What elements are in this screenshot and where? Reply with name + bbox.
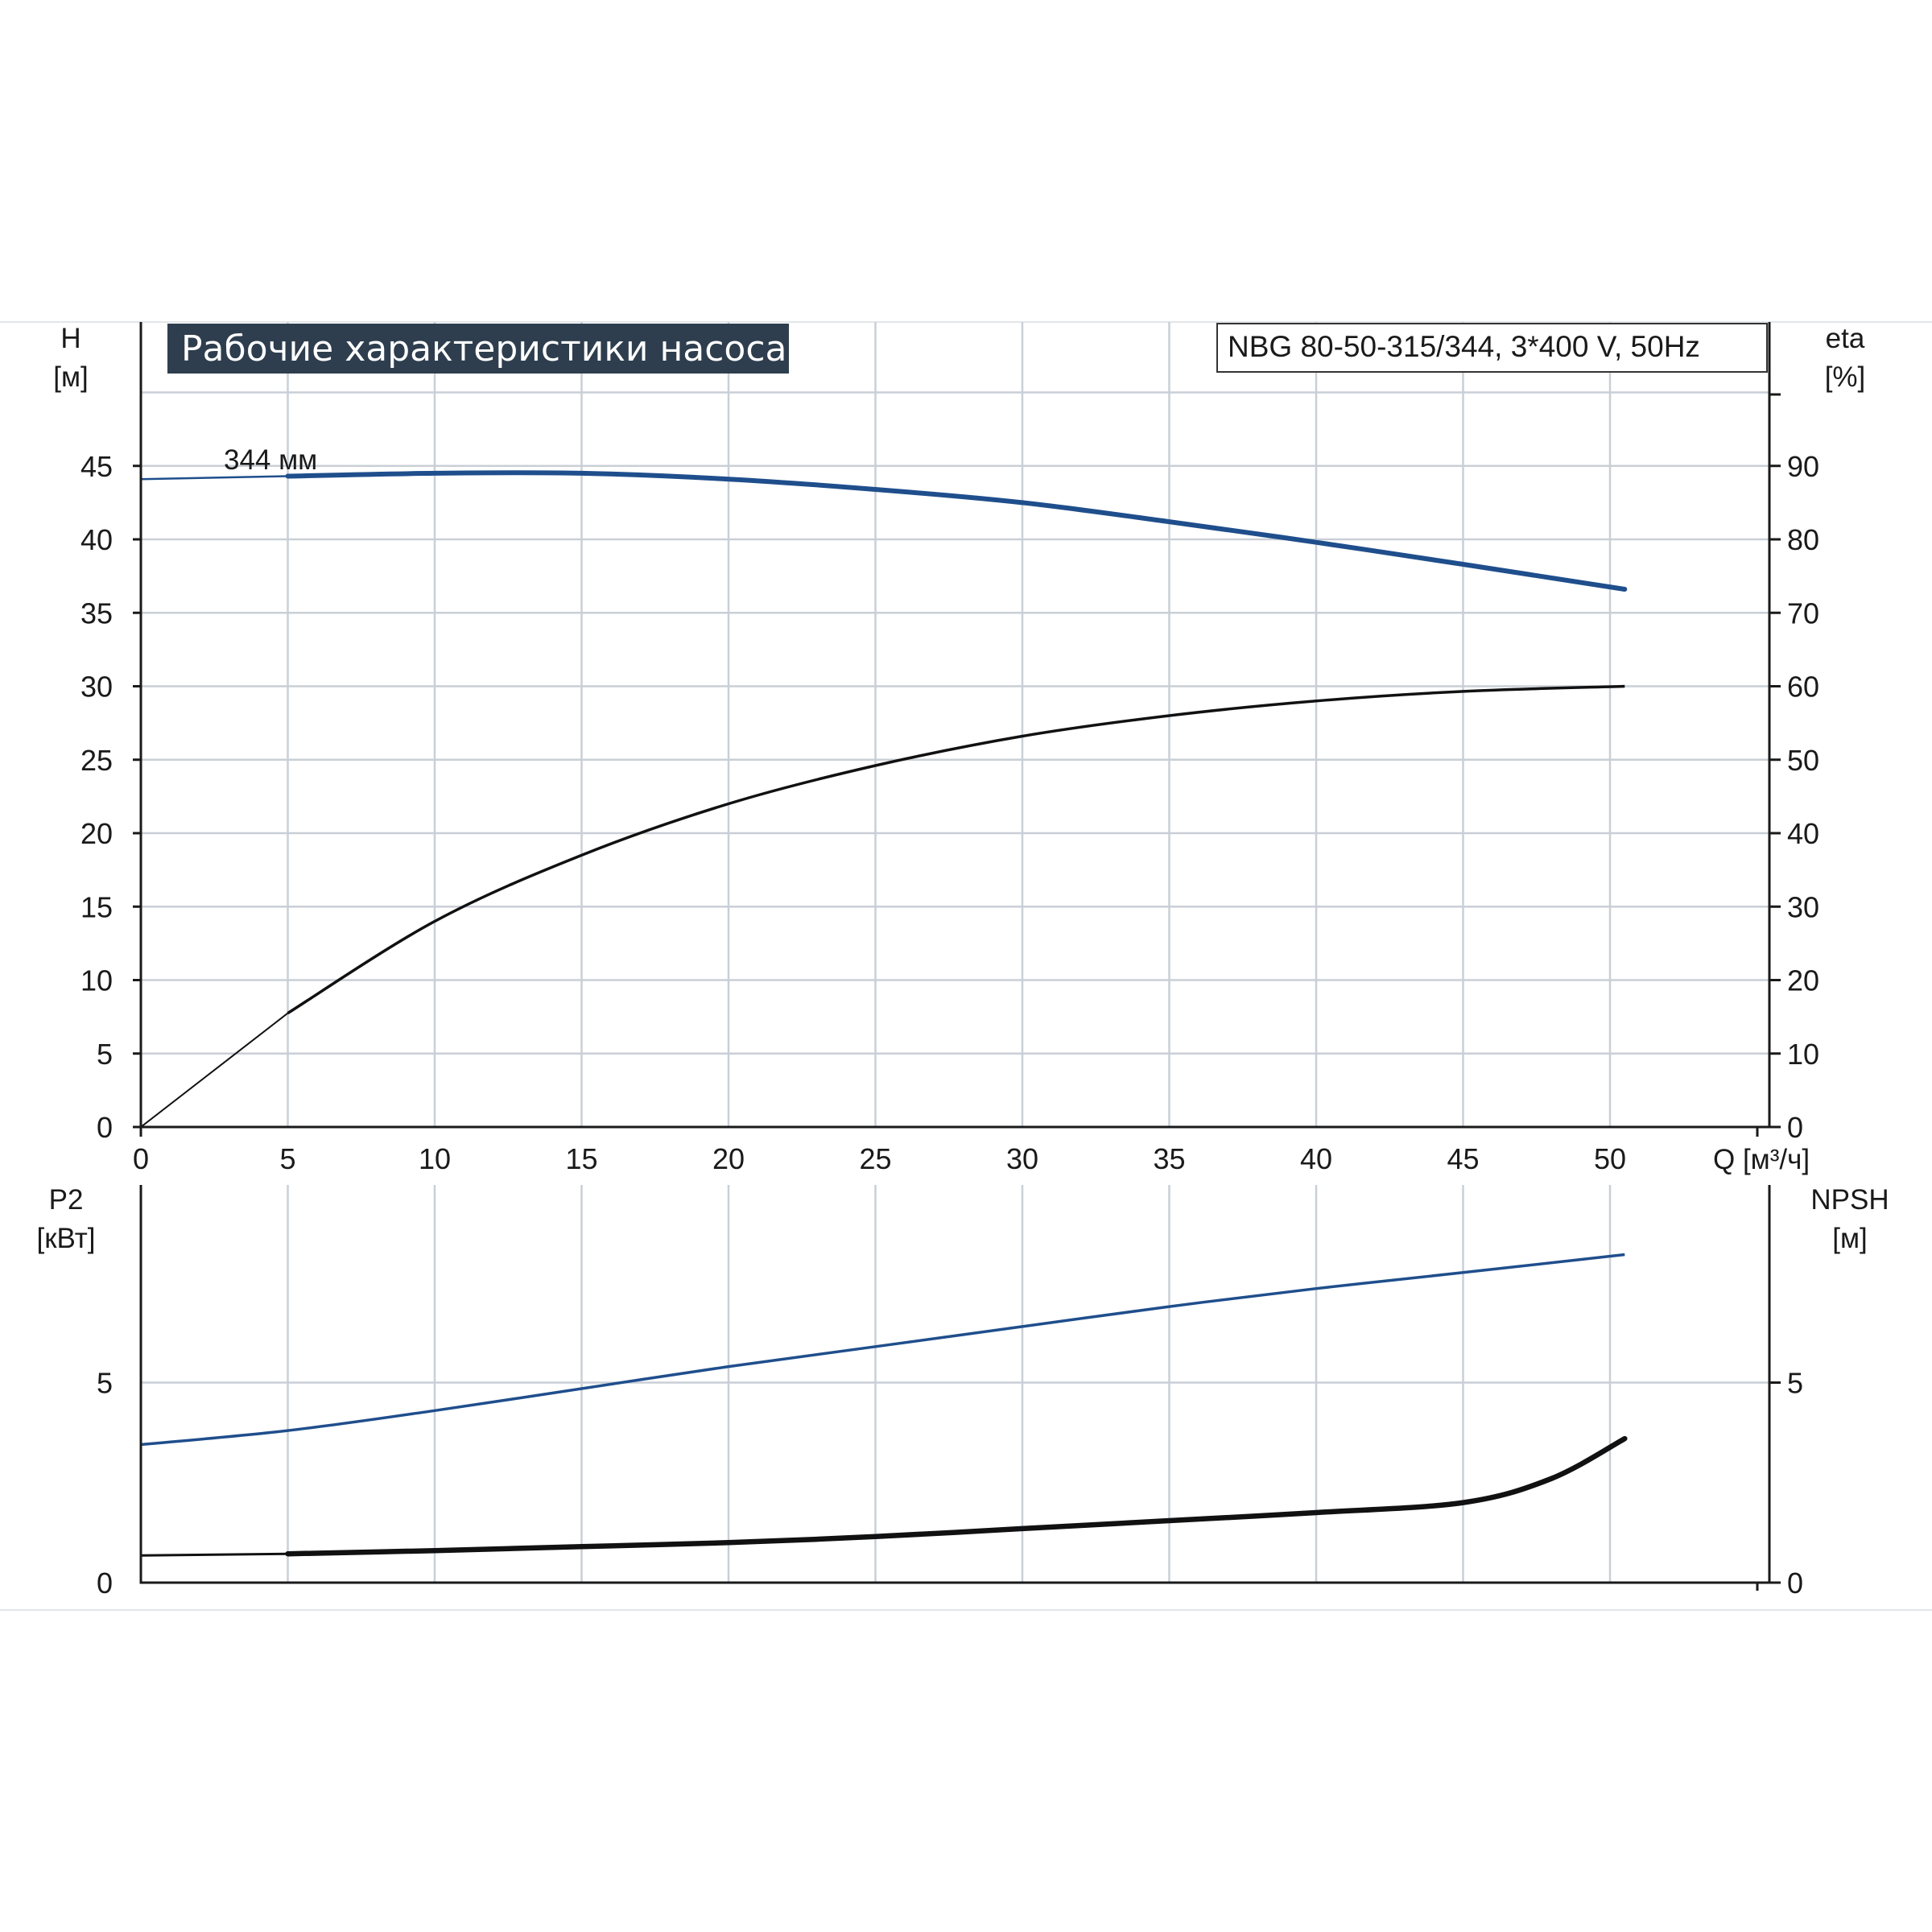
impeller-diameter-label: 344 мм — [224, 444, 317, 476]
h-tick-label: 25 — [80, 744, 113, 777]
h-axis-unit: [м] — [53, 361, 89, 393]
npsh-tick-label: 5 — [1787, 1367, 1803, 1400]
eta-curve — [287, 684, 1625, 1015]
x-tick-label: 20 — [712, 1142, 745, 1175]
x-tick-label: 15 — [565, 1142, 597, 1175]
p2-tick-label: 5 — [97, 1367, 113, 1400]
eta-tick-label: 40 — [1787, 817, 1819, 850]
h-tick-label: 15 — [80, 890, 113, 923]
eta-tick-label: 30 — [1787, 890, 1819, 923]
h-tick-label: 5 — [97, 1038, 113, 1071]
qh-curve — [285, 470, 1628, 592]
h-tick-label: 0 — [97, 1111, 113, 1144]
q-axis-label: Q [м³/ч] — [1713, 1144, 1810, 1175]
eta-tick-label: 10 — [1787, 1038, 1819, 1071]
model-label: NBG 80-50-315/344, 3*400 V, 50Hz — [1228, 330, 1700, 363]
h-tick-label: 35 — [80, 597, 113, 630]
eta-tick-label: 80 — [1787, 523, 1819, 556]
h-tick-label: 20 — [80, 817, 113, 850]
npsh-axis-unit: [м] — [1832, 1223, 1868, 1254]
eta-axis-name: eta — [1826, 323, 1865, 354]
h-tick-label: 40 — [80, 523, 113, 556]
eta-tick-label: 70 — [1787, 597, 1819, 630]
eta-axis-unit: [%] — [1825, 361, 1866, 393]
eta-tick-label: 0 — [1787, 1111, 1803, 1144]
x-tick-label: 45 — [1447, 1142, 1479, 1175]
eta-tick-label: 50 — [1787, 744, 1819, 777]
chart-title: Рабочие характеристики насоса — [181, 328, 786, 369]
eta-tick-label: 90 — [1787, 450, 1819, 483]
x-tick-label: 25 — [859, 1142, 891, 1175]
h-tick-label: 10 — [80, 964, 113, 997]
lower-tick-labels: 0 5 0 5 — [97, 1367, 1803, 1600]
lower-grid — [141, 1185, 1769, 1583]
qh-curve-extrapolated — [140, 475, 288, 481]
curves — [140, 470, 1628, 1557]
model-box — [1216, 323, 1768, 373]
upper-tick-labels: 0 5 10 15 20 25 30 35 40 45 50 0 5 10 15 20 25 30 35 40 45 0 1… — [80, 450, 1819, 1175]
eta-tick-label: 20 — [1787, 964, 1819, 997]
lower-axes — [139, 1185, 1771, 1591]
npsh-axis-name: NPSH — [1810, 1184, 1889, 1216]
p2-tick-label: 0 — [97, 1567, 113, 1600]
h-axis-name: H — [60, 323, 80, 354]
h-tick-label: 45 — [80, 450, 113, 483]
upper-grid — [141, 322, 1769, 1127]
npsh-tick-label: 0 — [1787, 1567, 1803, 1600]
p2-axis-unit: [кВт] — [37, 1223, 96, 1254]
npsh-curve — [285, 1435, 1628, 1557]
x-tick-label: 10 — [419, 1142, 451, 1175]
title-banner — [167, 324, 789, 374]
x-tick-label: 50 — [1594, 1142, 1626, 1175]
p2-axis-name: P2 — [49, 1184, 84, 1216]
npsh-curve-extrapolated — [140, 1552, 288, 1557]
x-tick-label: 0 — [133, 1142, 149, 1175]
h-tick-label: 30 — [80, 671, 113, 704]
x-tick-label: 35 — [1153, 1142, 1185, 1175]
upper-axes — [139, 322, 1781, 1137]
x-tick-label: 30 — [1006, 1142, 1038, 1175]
eta-curve-extrapolated — [140, 1012, 289, 1128]
p2-curve — [140, 1253, 1625, 1447]
x-tick-label: 40 — [1300, 1142, 1332, 1175]
x-tick-label: 5 — [279, 1142, 295, 1175]
eta-tick-label: 60 — [1787, 671, 1819, 704]
